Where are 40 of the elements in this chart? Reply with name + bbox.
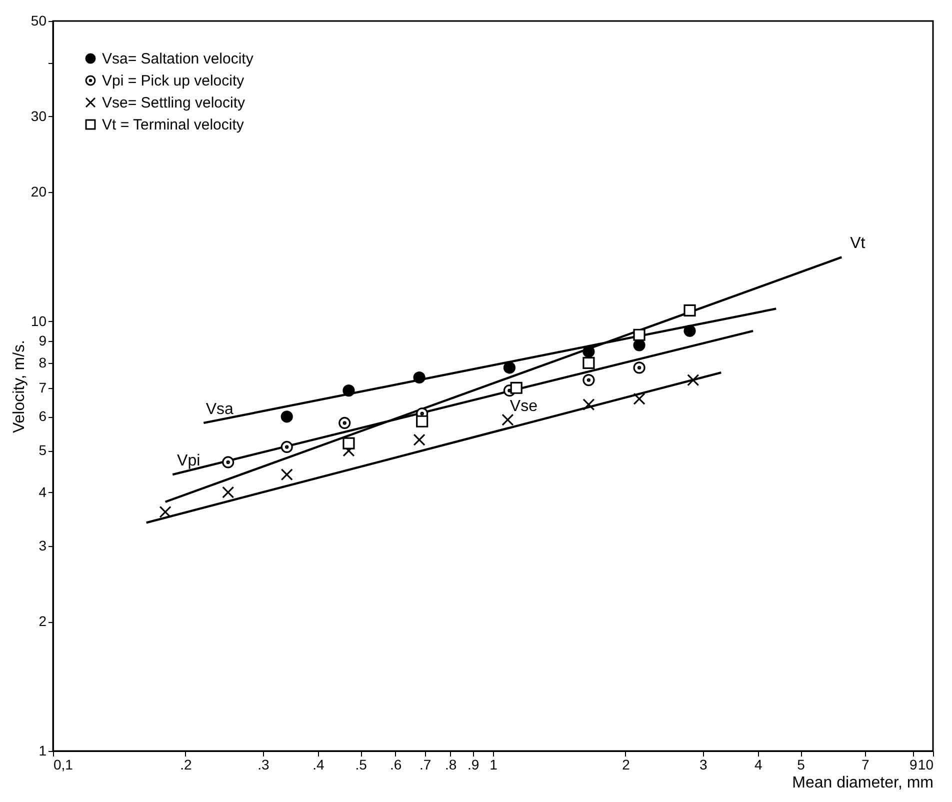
y-tick-label: 3 (38, 537, 47, 554)
y-tick-label: 20 (30, 183, 47, 200)
x-tick-label: .4 (312, 756, 324, 772)
x-tick-label: .6 (390, 756, 402, 772)
y-tick-label: 6 (38, 408, 47, 424)
x-tick-label: .8 (445, 756, 457, 772)
x-tick-label: .2 (180, 756, 192, 772)
legend-label: Vt = Terminal velocity (102, 116, 244, 134)
y-tick-label: 5 (38, 442, 47, 458)
x-tick-label: 2 (622, 756, 630, 772)
y-tick-label: 10 (30, 312, 47, 329)
y-tick-label: 50 (30, 12, 47, 28)
x-tick-label: 4 (754, 756, 763, 772)
legend-label: Vpi = Pick up velocity (102, 72, 245, 90)
y-tick-label: 2 (38, 613, 47, 630)
x-tick-label: 3 (700, 756, 708, 772)
y-tick-label: 30 (30, 108, 47, 124)
annotation: Vsa (206, 400, 234, 418)
annotation: Vpi (177, 452, 200, 470)
y-tick-label: 7 (38, 379, 47, 396)
x-tick-label: .7 (420, 756, 432, 772)
y-tick-label: 1 (38, 742, 47, 758)
legend-label: Vse= Settling velocity (102, 94, 246, 112)
x-tick-label: 7 (861, 756, 870, 772)
x-axis-title: Mean diameter, mm (792, 774, 934, 792)
x-tick-label: 10 (918, 756, 934, 772)
annotation: Vse (510, 398, 538, 415)
x-tick-label: 1 (490, 756, 498, 772)
x-tick-label: 9 (909, 756, 918, 772)
annotation: Vt (850, 235, 866, 252)
y-axis-title: Velocity, m/s. (10, 340, 28, 434)
x-tick-label: 5 (797, 756, 806, 772)
x-tick-label: 0,1 (54, 756, 74, 772)
y-tick-label: 9 (38, 332, 47, 348)
y-tick-label: 4 (38, 484, 47, 500)
x-tick-label: .3 (258, 756, 270, 772)
x-tick-label: .9 (468, 756, 480, 772)
y-tick-label: 8 (38, 354, 47, 370)
x-tick-label: .5 (355, 756, 368, 772)
legend-label: Vsa= Saltation velocity (102, 50, 254, 68)
